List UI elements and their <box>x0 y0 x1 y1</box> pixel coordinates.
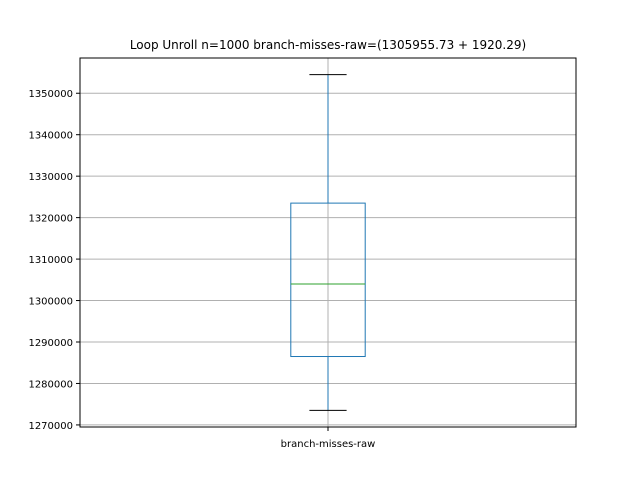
y-tick-label: 1350000 <box>28 89 73 100</box>
y-tick-label: 1280000 <box>28 379 73 390</box>
y-tick-label: 1310000 <box>28 255 73 266</box>
y-tick-label: 1290000 <box>28 338 73 349</box>
plot-frame <box>79 57 577 428</box>
axes: 1270000 1280000 1290000 1300000 1310000 13200… <box>28 89 375 450</box>
y-tick-label: 1330000 <box>28 172 73 183</box>
box-plot-data <box>290 74 366 411</box>
y-tick-label: 1270000 <box>28 421 73 432</box>
chart-title: Loop Unroll n=1000 branch-misses-raw=(13… <box>130 38 526 52</box>
iqr-box <box>290 202 366 358</box>
y-tick-label: 1320000 <box>28 214 73 225</box>
y-tick-label: 1300000 <box>28 297 73 308</box>
x-tick-label: branch-misses-raw <box>281 439 376 450</box>
y-tick-label: 1340000 <box>28 131 73 142</box>
